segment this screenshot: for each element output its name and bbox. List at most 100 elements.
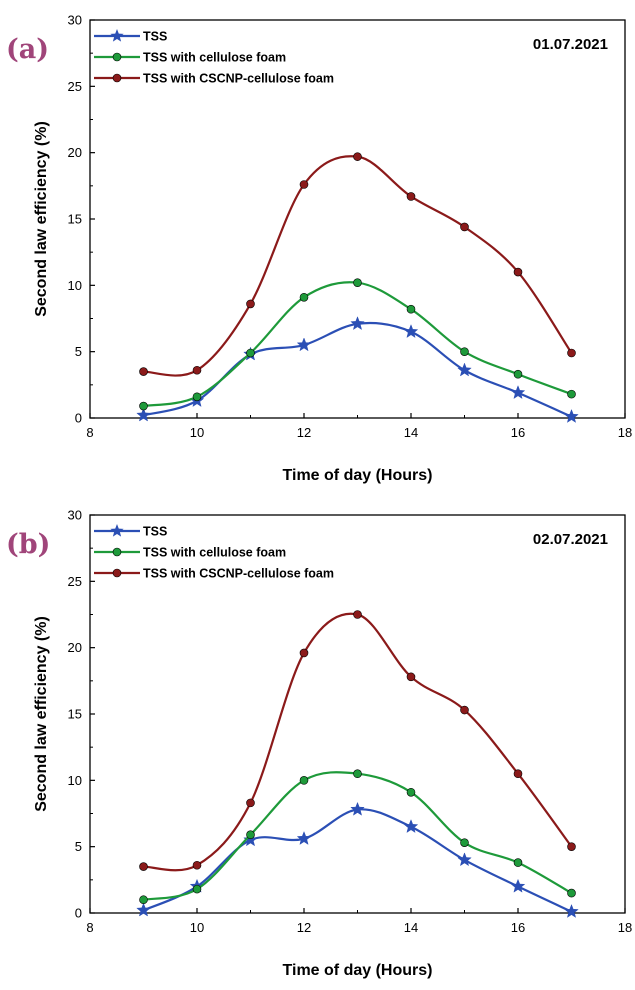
- data-point: [139, 367, 148, 376]
- data-point: [510, 385, 526, 400]
- chart-b-svg: 8 10 12 14 16 18 0 5 10 15 20 25 30 Time of day (Hour…: [6, 508, 632, 980]
- data-point: [192, 884, 202, 894]
- date-label: 01.07.2021: [533, 36, 608, 53]
- legend-marker-1: [112, 547, 122, 557]
- y-tick-label: 10: [68, 278, 82, 293]
- y-axis-title: Second law efficiency (%): [33, 616, 50, 812]
- data-point: [567, 888, 576, 898]
- data-point: [457, 362, 472, 377]
- data-point: [564, 903, 579, 918]
- y-axis-title: Second law efficiency (%): [33, 121, 50, 317]
- legend-marker-2: [112, 568, 122, 578]
- data-point: [460, 222, 469, 232]
- legend-marker-2: [112, 73, 122, 83]
- y-tick-label: 0: [75, 411, 82, 426]
- data-point: [299, 292, 309, 302]
- legend-label-1: TSS with cellulose foam: [143, 51, 286, 65]
- legend-marker-0: [110, 524, 124, 537]
- x-tick-label: 12: [297, 920, 311, 935]
- data-point: [192, 392, 202, 402]
- data-point: [513, 858, 523, 867]
- y-tick-label: 5: [75, 344, 82, 359]
- chart-a-svg: 8 10 12 14 16 18 0 5 10 15 20 25 30 Time of day (Hour…: [6, 13, 632, 485]
- y-tick-label: 25: [68, 79, 82, 94]
- x-tick-label: 8: [86, 920, 93, 935]
- panel-label-a: (a): [6, 34, 49, 65]
- data-point: [139, 895, 148, 905]
- data-point: [513, 267, 523, 277]
- y-tick-label: 15: [68, 212, 82, 227]
- data-point: [406, 787, 416, 797]
- legend-label-2: TSS with CSCNP-cellulose foam: [143, 567, 334, 581]
- data-point: [246, 299, 255, 309]
- legend-label-1: TSS with cellulose foam: [143, 546, 286, 560]
- series-line-2: [143, 612, 573, 872]
- data-point: [246, 798, 255, 808]
- y-tick-label: 5: [75, 839, 82, 854]
- data-point: [353, 769, 362, 779]
- date-label: 02.07.2021: [533, 531, 608, 548]
- data-point: [513, 369, 523, 379]
- x-tick-label: 10: [190, 425, 204, 440]
- data-point: [403, 324, 419, 338]
- data-point: [403, 819, 419, 833]
- y-tick-label: 30: [68, 508, 82, 523]
- y-tick-label: 15: [68, 707, 82, 722]
- x-tick-label: 10: [190, 920, 204, 935]
- data-point: [567, 842, 576, 851]
- x-tick-label: 18: [618, 920, 632, 935]
- data-point: [192, 365, 202, 375]
- x-tick-label: 16: [511, 920, 525, 935]
- x-tick-label: 12: [297, 425, 311, 440]
- legend-marker-1: [112, 52, 122, 62]
- data-point: [299, 648, 309, 658]
- x-tick-label: 18: [618, 425, 632, 440]
- y-tick-label: 20: [68, 145, 82, 160]
- data-point: [406, 304, 416, 314]
- data-point: [406, 192, 416, 201]
- series-line-0: [143, 808, 572, 913]
- data-point: [246, 348, 255, 358]
- data-point: [510, 878, 526, 893]
- legend-marker-0: [110, 29, 124, 42]
- x-tick-label: 14: [404, 920, 418, 935]
- data-point: [299, 180, 309, 189]
- data-point: [136, 902, 151, 917]
- y-tick-label: 10: [68, 773, 82, 788]
- data-point: [457, 852, 472, 867]
- data-point: [353, 610, 362, 619]
- data-point: [567, 348, 576, 358]
- data-point: [353, 278, 362, 287]
- data-point: [296, 337, 312, 352]
- x-tick-label: 14: [404, 425, 418, 440]
- data-point: [460, 705, 469, 715]
- panel-label-b: (b): [6, 529, 50, 560]
- data-point: [299, 776, 309, 785]
- data-point: [406, 672, 416, 682]
- y-tick-label: 0: [75, 906, 82, 921]
- x-tick-label: 8: [86, 425, 93, 440]
- data-point: [136, 407, 151, 422]
- data-point: [192, 860, 202, 870]
- series-line-2: [143, 155, 573, 377]
- x-axis-title: Time of day (Hours): [283, 962, 433, 979]
- data-point: [296, 831, 312, 845]
- data-point: [139, 401, 148, 411]
- data-point: [243, 832, 258, 847]
- y-tick-label: 25: [68, 574, 82, 589]
- x-axis-title: Time of day (Hours): [283, 467, 433, 484]
- data-point: [139, 862, 148, 871]
- y-tick-label: 30: [68, 13, 82, 28]
- data-point: [353, 152, 362, 161]
- x-tick-label: 16: [511, 425, 525, 440]
- data-point: [350, 316, 365, 331]
- chart-panel-a: 8 10 12 14 16 18 0 5 10 15 20 25 30 Time of day (Hour…: [6, 13, 632, 485]
- chart-panel-b: 8 10 12 14 16 18 0 5 10 15 20 25 30 Time of day (Hour…: [0, 495, 635, 990]
- data-point: [350, 801, 365, 816]
- legend-label-2: TSS with CSCNP-cellulose foam: [143, 72, 334, 86]
- data-point: [567, 389, 576, 399]
- y-tick-label: 20: [68, 640, 82, 655]
- data-point: [460, 838, 469, 847]
- data-point: [564, 408, 579, 423]
- data-point: [246, 830, 255, 840]
